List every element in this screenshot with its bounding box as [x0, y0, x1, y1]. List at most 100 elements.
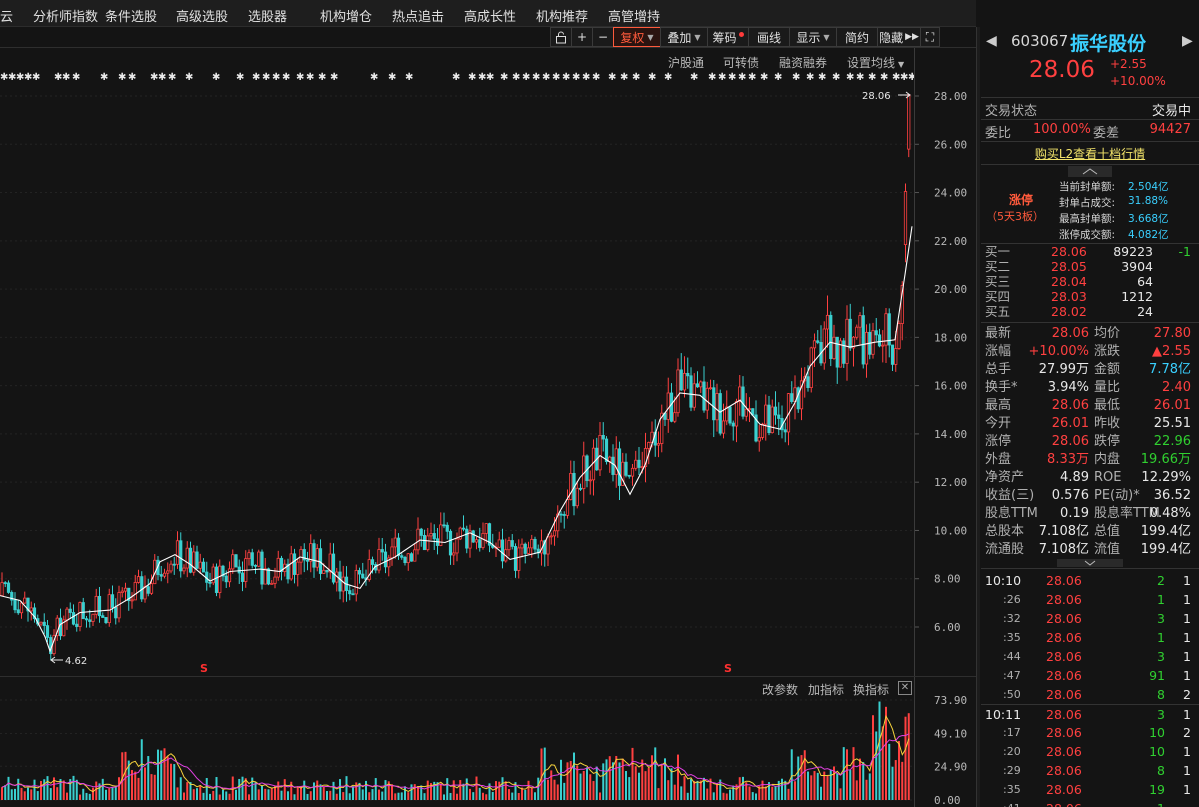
event-marker-icon[interactable]: ✱	[532, 72, 541, 83]
event-marker-icon[interactable]: ✱	[806, 72, 815, 83]
bid-level-row[interactable]: 买一 28.06 89223 -1	[981, 244, 1199, 259]
event-marker-icon[interactable]: ✱	[158, 72, 167, 83]
event-marker-icon[interactable]: ✱	[500, 72, 509, 83]
event-marker-icon[interactable]: ✱	[522, 72, 531, 83]
event-marker-icon[interactable]: ✱	[562, 72, 571, 83]
event-marker-icon[interactable]: ✱	[24, 72, 33, 83]
event-marker-icon[interactable]: ✱	[72, 72, 81, 83]
event-marker-icon[interactable]: ✱	[818, 72, 827, 83]
event-marker-icon[interactable]: ✱	[664, 72, 673, 83]
kline-chart[interactable]: 28.00 26.00 24.00 22.00 20.00 18.00 16.00 14.00…	[0, 0, 976, 807]
menu-item-exec-increase[interactable]: 高管增持	[608, 10, 661, 25]
fullscreen-button[interactable]: ⛶	[920, 27, 940, 47]
event-marker-icon[interactable]: ✱	[868, 72, 877, 83]
add-indicator-button[interactable]: 加指标	[808, 683, 845, 697]
event-marker-icon[interactable]: ✱	[185, 72, 194, 83]
event-marker-icon[interactable]: ✱	[900, 72, 909, 83]
event-marker-icon[interactable]: ✱	[608, 72, 617, 83]
bid-level-row[interactable]: 买五 28.02 24	[981, 304, 1199, 319]
fuquan-dropdown[interactable]: 复权 ▼	[613, 27, 661, 47]
prev-stock-button[interactable]: ◀	[986, 33, 997, 49]
edit-params-button[interactable]: 改参数	[762, 683, 799, 697]
chevron-down-icon[interactable]	[1057, 559, 1123, 567]
bid-level-row[interactable]: 买二 28.05 3904	[981, 259, 1199, 274]
event-marker-icon[interactable]: ✱	[118, 72, 127, 83]
event-marker-icon[interactable]: ✱	[832, 72, 841, 83]
event-marker-icon[interactable]: ✱	[542, 72, 551, 83]
event-marker-icon[interactable]: ✱	[128, 72, 137, 83]
event-marker-icon[interactable]: ✱	[632, 72, 641, 83]
event-marker-icon[interactable]: ✱	[892, 72, 901, 83]
menu-item-institution-increase[interactable]: 机构增仓	[320, 10, 373, 25]
event-marker-icon[interactable]: ✱	[760, 72, 769, 83]
panel-splitter[interactable]	[976, 27, 980, 807]
event-marker-icon[interactable]: ✱	[718, 72, 727, 83]
event-marker-icon[interactable]: ✱	[748, 72, 757, 83]
event-marker-icon[interactable]: ✱	[552, 72, 561, 83]
menu-item-analyst-index[interactable]: 分析师指数	[33, 10, 99, 25]
event-marker-icon[interactable]: ✱	[262, 72, 271, 83]
event-marker-icon[interactable]: ✱	[282, 72, 291, 83]
event-marker-icon[interactable]: ✱	[405, 72, 414, 83]
event-marker-icon[interactable]: ✱	[16, 72, 25, 83]
overlay-dropdown[interactable]: 叠加 ▼	[660, 27, 708, 47]
draw-line-button[interactable]: 画线	[748, 27, 790, 47]
chip-button[interactable]: 筹码	[707, 27, 749, 47]
event-marker-icon[interactable]: ✱	[100, 72, 109, 83]
event-marker-icon[interactable]: ✱	[388, 72, 397, 83]
next-stock-button[interactable]: ▶	[1182, 33, 1193, 49]
event-marker-icon[interactable]: ✱	[318, 72, 327, 83]
event-marker-icon[interactable]: ✱	[572, 72, 581, 83]
event-marker-icon[interactable]: ✱	[8, 72, 17, 83]
event-marker-icon[interactable]: ✱	[856, 72, 865, 83]
event-marker-icon[interactable]: ✱	[330, 72, 339, 83]
buy-l2-link[interactable]: 购买L2查看十档行情	[1034, 147, 1146, 161]
link-ma-settings[interactable]: 设置均线 ▼	[847, 54, 904, 71]
event-marker-icon[interactable]: ✱	[690, 72, 699, 83]
event-marker-icon[interactable]: ✱	[846, 72, 855, 83]
event-marker-icon[interactable]: ✱	[370, 72, 379, 83]
event-marker-icon[interactable]: ✱	[54, 72, 63, 83]
event-marker-icon[interactable]: ✱	[728, 72, 737, 83]
event-marker-icon[interactable]: ✱	[150, 72, 159, 83]
switch-indicator-button[interactable]: 换指标	[853, 683, 890, 697]
event-marker-icon[interactable]: ✱	[452, 72, 461, 83]
lock-button[interactable]	[550, 27, 572, 47]
event-marker-icon[interactable]: ✱	[168, 72, 177, 83]
signal-marker-s[interactable]: S	[200, 662, 208, 675]
menu-item-advanced-screen[interactable]: 高级选股	[176, 10, 229, 25]
event-marker-icon[interactable]: ✱	[708, 72, 717, 83]
simple-mode-button[interactable]: 简约	[836, 27, 878, 47]
event-marker-icon[interactable]: ✱	[296, 72, 305, 83]
link-hk-connect[interactable]: 沪股通	[668, 56, 705, 70]
event-marker-icon[interactable]: ✱	[582, 72, 591, 83]
close-indicator-button[interactable]: ✕	[898, 681, 912, 695]
event-marker-icon[interactable]: ✱	[592, 72, 601, 83]
event-marker-icon[interactable]: ✱	[252, 72, 261, 83]
chevron-up-icon[interactable]	[1068, 166, 1112, 177]
event-marker-icon[interactable]: ✱	[0, 72, 9, 83]
link-convertible-bond[interactable]: 可转债	[723, 56, 760, 70]
event-marker-icon[interactable]: ✱	[62, 72, 71, 83]
menu-item-institution-recommend[interactable]: 机构推荐	[536, 10, 589, 25]
event-marker-icon[interactable]: ✱	[738, 72, 747, 83]
event-marker-icon[interactable]: ✱	[478, 72, 487, 83]
menu-item-cloud[interactable]: 云	[0, 10, 14, 25]
event-marker-icon[interactable]: ✱	[212, 72, 221, 83]
event-marker-icon[interactable]: ✱	[468, 72, 477, 83]
hide-button[interactable]: 隐藏 ▶▶	[877, 27, 921, 47]
event-marker-icon[interactable]: ✱	[236, 72, 245, 83]
display-dropdown[interactable]: 显示 ▼	[789, 27, 837, 47]
menu-item-high-growth[interactable]: 高成长性	[464, 10, 517, 25]
event-marker-icon[interactable]: ✱	[880, 72, 889, 83]
event-marker-icon[interactable]: ✱	[306, 72, 315, 83]
event-marker-icon[interactable]: ✱	[272, 72, 281, 83]
menu-item-hot-tracking[interactable]: 热点追击	[392, 10, 445, 25]
menu-item-condition-screen[interactable]: 条件选股	[105, 10, 158, 25]
event-marker-icon[interactable]: ✱	[774, 72, 783, 83]
event-marker-icon[interactable]: ✱	[792, 72, 801, 83]
link-margin-trading[interactable]: 融资融券	[779, 56, 828, 70]
bid-level-row[interactable]: 买四 28.03 1212	[981, 289, 1199, 304]
signal-marker-s[interactable]: S	[724, 662, 732, 675]
bid-level-row[interactable]: 买三 28.04 64	[981, 274, 1199, 289]
